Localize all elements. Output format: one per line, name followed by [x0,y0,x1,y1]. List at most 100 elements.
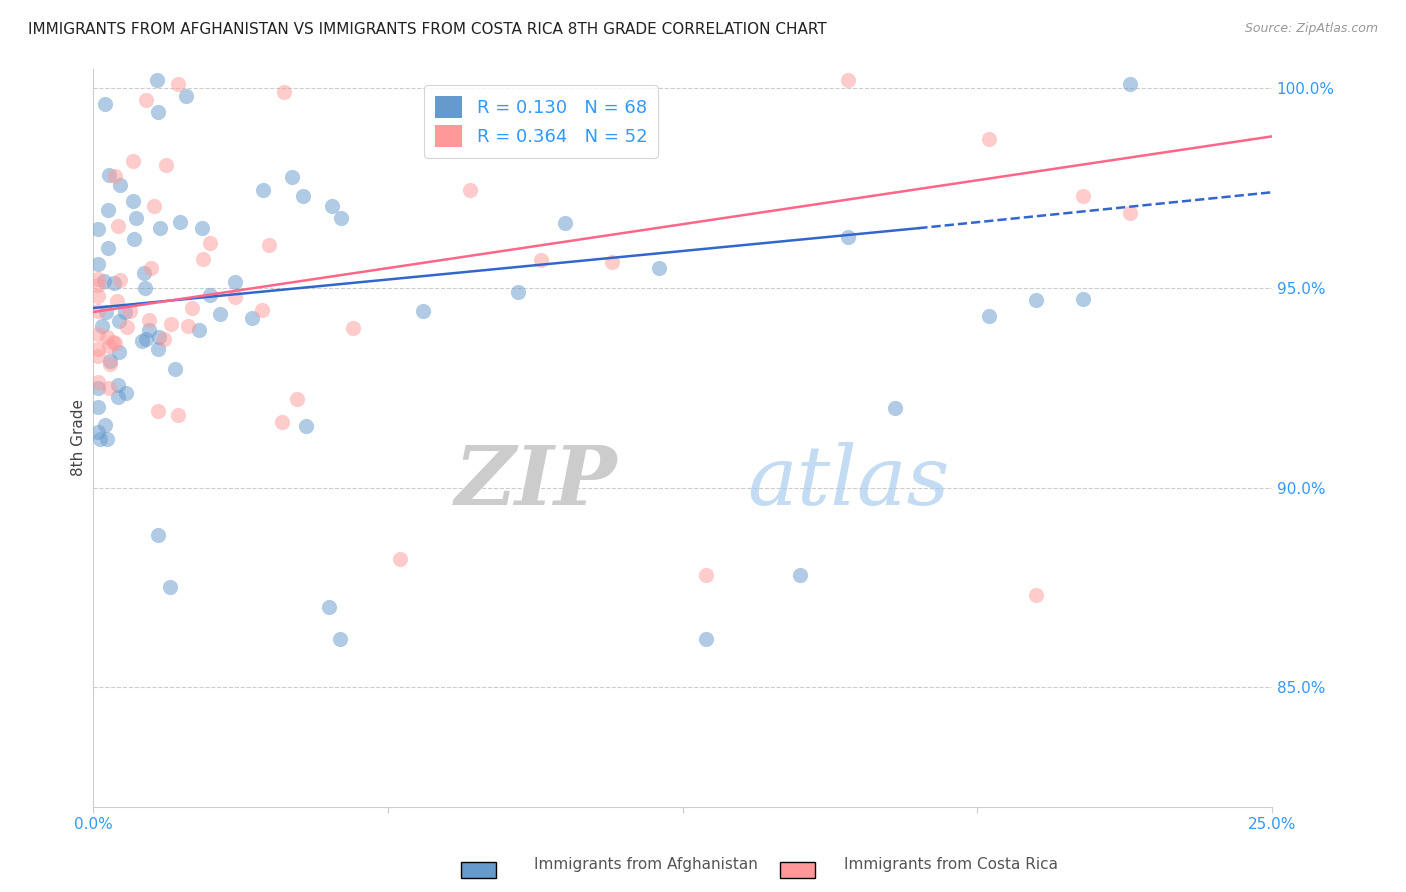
Point [180,301,202,315]
Y-axis label: 8th Grade: 8th Grade [72,400,86,476]
Point [138,313,160,327]
Text: Immigrants from Costa Rica: Immigrants from Costa Rica [844,857,1057,872]
Point [460,182,482,196]
Point [91,318,114,333]
Point [105,294,128,309]
Point [87,288,110,302]
Point [103,334,125,349]
Point [146,404,169,418]
Point [87,381,110,395]
Point [98,358,121,372]
Point [87,304,110,318]
Text: Immigrants from Afghanistan: Immigrants from Afghanistan [534,857,758,872]
Point [292,189,315,203]
Point [160,318,183,332]
Point [176,89,198,103]
Point [330,211,353,225]
Point [1025,589,1047,603]
Point [87,256,110,270]
Point [1119,78,1142,92]
Point [695,632,717,647]
Point [163,362,186,376]
Point [122,194,145,208]
Point [135,332,157,346]
Text: ZIP: ZIP [456,442,617,522]
Point [138,323,160,337]
Point [87,343,110,357]
Point [125,211,148,226]
Point [280,169,302,184]
Point [149,221,172,235]
Point [883,401,905,415]
Point [107,377,129,392]
Text: Source: ZipAtlas.com: Source: ZipAtlas.com [1244,22,1378,36]
Point [285,392,308,407]
Point [252,183,274,197]
Point [97,240,120,254]
Point [224,276,246,290]
Point [977,132,1000,146]
Point [131,334,153,348]
Point [108,345,131,359]
Point [250,303,273,318]
Point [122,154,145,169]
Point [94,418,117,433]
Point [388,552,411,566]
Point [120,303,142,318]
Point [1025,293,1047,307]
Point [108,178,131,192]
Point [191,220,214,235]
Point [98,339,121,353]
Point [270,415,292,429]
Point [224,290,246,304]
Point [146,342,169,356]
Point [108,272,131,286]
Point [321,199,343,213]
Point [198,288,221,302]
Point [87,272,110,286]
Point [87,327,110,342]
Point [148,329,170,343]
Point [1071,189,1094,203]
Point [87,349,110,363]
Point [155,158,177,172]
Point [96,203,118,218]
Point [145,73,167,87]
Point [108,314,131,328]
Point [177,318,200,333]
Point [107,219,129,234]
Point [97,168,120,182]
Point [87,400,110,414]
Point [273,86,295,100]
Point [159,581,181,595]
Point [187,323,209,337]
Point [89,432,111,446]
Point [837,229,859,244]
Point [166,409,188,423]
Point [329,632,352,647]
Point [148,105,170,120]
Point [135,94,157,108]
Point [506,285,529,300]
Point [96,329,118,343]
Point [96,305,118,319]
Point [87,375,110,389]
Point [87,278,110,293]
Point [167,78,190,92]
Point [242,311,264,326]
Point [208,307,231,321]
Point [530,253,553,268]
Point [648,260,671,275]
Point [1071,293,1094,307]
Point [122,232,145,246]
Point [104,169,127,183]
Point [318,600,340,615]
Point [115,386,138,401]
Point [103,277,125,291]
Point [146,528,169,542]
Point [600,254,623,268]
Point [295,419,318,434]
Point [107,390,129,404]
Point [554,216,576,230]
Point [97,381,120,395]
